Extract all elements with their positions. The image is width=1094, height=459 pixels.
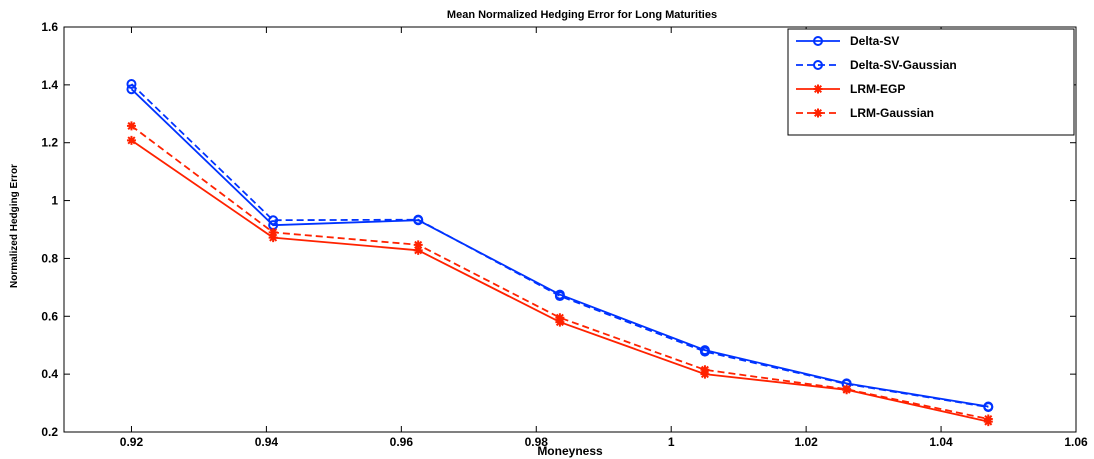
y-tick-label: 0.2 xyxy=(41,425,58,439)
data-point-lrm-gaussian xyxy=(984,414,993,423)
y-tick-label: 0.6 xyxy=(41,309,58,323)
x-tick-label: 1 xyxy=(668,435,675,449)
y-tick-label: 0.4 xyxy=(41,367,58,381)
x-tick-label: 0.96 xyxy=(390,435,414,449)
legend-marker-lrm-egp xyxy=(814,85,823,94)
x-tick-label: 0.94 xyxy=(255,435,279,449)
x-tick-label: 1.04 xyxy=(929,435,953,449)
legend-label-delta-sv: Delta-SV xyxy=(850,34,899,48)
data-point-lrm-gaussian xyxy=(414,240,423,249)
data-point-lrm-gaussian xyxy=(269,228,278,237)
chart-title: Mean Normalized Hedging Error for Long M… xyxy=(447,9,717,21)
y-tick-label: 1.6 xyxy=(41,20,58,34)
y-tick-label: 1 xyxy=(51,194,58,208)
data-point-lrm-gaussian xyxy=(555,313,564,322)
x-tick-label: 1.06 xyxy=(1064,435,1088,449)
data-point-lrm-gaussian xyxy=(842,385,851,394)
x-tick-label: 1.02 xyxy=(794,435,818,449)
legend-label-lrm-egp: LRM-EGP xyxy=(850,82,905,96)
legend-marker-lrm-gaussian xyxy=(814,109,823,118)
y-tick-label: 1.4 xyxy=(41,78,58,92)
data-point-lrm-egp xyxy=(127,136,136,145)
data-point-lrm-gaussian xyxy=(127,121,136,130)
x-tick-label: 0.92 xyxy=(120,435,144,449)
y-axis-label: Normalized Hedging Error xyxy=(9,164,20,288)
x-tick-label: 0.98 xyxy=(525,435,549,449)
y-tick-label: 0.8 xyxy=(41,251,58,265)
legend-label-lrm-gaussian: LRM-Gaussian xyxy=(850,106,934,120)
legend: Delta-SV Delta-SV-Gaussian LRM-EGP LRM-Gaus… xyxy=(788,29,1074,135)
legend-label-delta-sv-gaussian: Delta-SV-Gaussian xyxy=(850,58,957,72)
data-point-lrm-gaussian xyxy=(700,365,709,374)
y-tick-label: 1.2 xyxy=(41,136,58,150)
